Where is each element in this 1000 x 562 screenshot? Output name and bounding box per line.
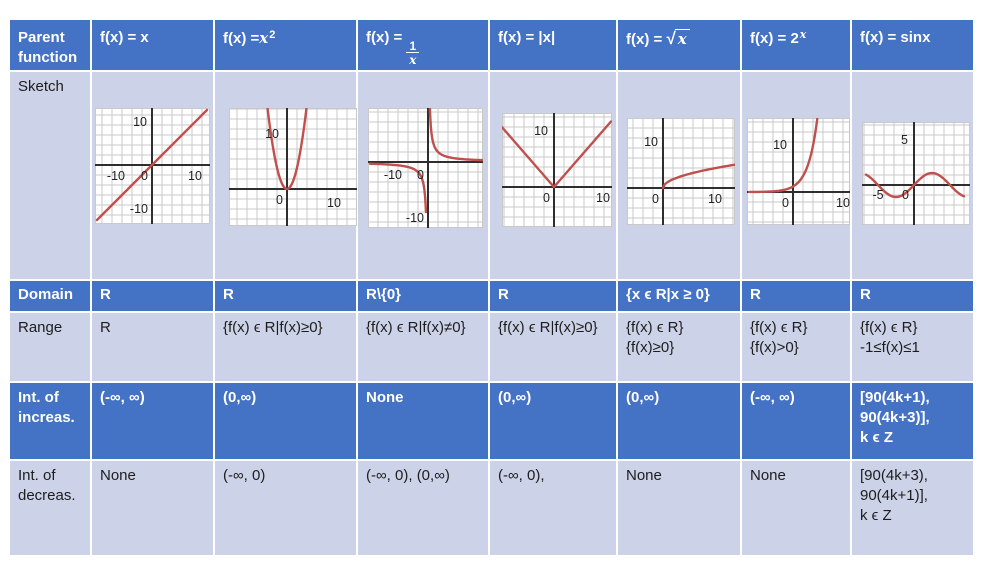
int-of-increas-cell-sqrt-x: (0,∞) — [618, 383, 740, 459]
int-of-increas-cell-x: (-∞, ∞) — [92, 383, 213, 459]
int-of-decreas-cell-abs-x: (-∞, 0), — [490, 461, 616, 555]
math-token: f(x) = — [750, 30, 791, 47]
domain-cell-sin-x: R — [852, 281, 973, 311]
row-label-int-of-decreas: Int. of decreas. — [10, 461, 90, 555]
axis-tick-label: 10 — [188, 169, 202, 183]
header-x: f(x) = x — [92, 20, 213, 70]
range-cell-one-over-x: {f(x) ϵ R|f(x)≠0} — [358, 313, 488, 381]
axis-tick-label: 10 — [708, 192, 722, 206]
axis-tick-label: -10 — [384, 168, 402, 182]
domain-cell-abs-x: R — [490, 281, 616, 311]
axis-tick-label: 0 — [782, 196, 789, 210]
header-sqrt-x: f(x) = √ x — [618, 20, 740, 70]
sketch-graph-x: 10 -10 0 10 -10 — [95, 108, 210, 224]
sketch-cell-x: 10 -10 0 10 -10 — [92, 72, 213, 279]
axis-tick-label: 0 — [652, 192, 659, 206]
int-of-decreas-cell-x-squared: (-∞, 0) — [215, 461, 356, 555]
int-of-decreas-cell-two-to-x: None — [742, 461, 850, 555]
math-token: f(x) = — [223, 30, 260, 47]
math-token: 2 — [790, 30, 799, 47]
axis-tick-label: -10 — [406, 211, 424, 225]
sketch-cell-one-over-x: -10 0 -10 — [358, 72, 488, 279]
header-one-over-x: f(x) = 1 x — [358, 20, 488, 70]
axis-tick-label: 0 — [543, 191, 550, 205]
axis-tick-label: 10 — [596, 191, 610, 205]
math-token: 1 — [409, 39, 417, 53]
header-abs-x: f(x) = |x| — [490, 20, 616, 70]
axis-tick-label: 0 — [902, 188, 909, 202]
range-cell-sin-x: {f(x) ϵ R} -1≤f(x)≤1 — [852, 313, 973, 381]
math-token: f(x) = sinx — [860, 29, 931, 46]
math-token: f(x) = — [366, 29, 403, 46]
axis-tick-label: 0 — [417, 168, 424, 182]
int-of-decreas-cell-x: None — [92, 461, 213, 555]
axis-tick-label: 5 — [901, 133, 908, 147]
axis-tick-label: 10 — [327, 196, 341, 210]
range-cell-x: R — [92, 313, 213, 381]
math-token: f(x) = x — [100, 29, 149, 46]
range-cell-abs-x: {f(x) ϵ R|f(x)≥0} — [490, 313, 616, 381]
axis-tick-label: 10 — [133, 115, 147, 129]
axis-tick-label: 10 — [265, 127, 279, 141]
int-of-increas-cell-one-over-x: None — [358, 383, 488, 459]
int-of-decreas-cell-sin-x: [90(4k+3), 90(4k+1)], k ϵ Z — [852, 461, 973, 555]
math-token: x — [259, 29, 269, 47]
range-cell-x-squared: {f(x) ϵ R|f(x)≥0} — [215, 313, 356, 381]
range-cell-sqrt-x: {f(x) ϵ R} {f(x)≥0} — [618, 313, 740, 381]
sketch-graph-two-to-x: 10 0 10 — [747, 118, 850, 225]
int-of-increas-cell-two-to-x: (-∞, ∞) — [742, 383, 850, 459]
header-two-to-x: f(x) = 2x — [742, 20, 850, 70]
row-label-domain: Domain — [10, 281, 90, 311]
domain-cell-sqrt-x: {x ϵ R|x ≥ 0} — [618, 281, 740, 311]
axis-tick-label: 10 — [644, 135, 658, 149]
sketch-graph-sin-x: 5 -5 0 — [862, 122, 970, 225]
axis-tick-label: 10 — [836, 196, 850, 210]
int-of-increas-cell-x-squared: (0,∞) — [215, 383, 356, 459]
row-label-sketch: Sketch — [10, 72, 90, 279]
math-token: x — [799, 28, 807, 41]
parent-functions-table: Parent function f(x) = x f(x) =x2 f(x) = 1 x f… — [10, 20, 973, 555]
math-token: f(x) = — [626, 31, 667, 48]
sketch-cell-sqrt-x: 10 0 10 — [618, 72, 740, 279]
domain-cell-x-squared: R — [215, 281, 356, 311]
axis-tick-label: 10 — [534, 124, 548, 138]
axis-tick-label: 0 — [276, 193, 283, 207]
axis-tick-label: -10 — [130, 202, 148, 216]
sketch-cell-sin-x: 5 -5 0 — [852, 72, 973, 279]
math-token: √ — [666, 29, 676, 48]
int-of-increas-cell-sin-x: [90(4k+1), 90(4k+3)], k ϵ Z — [852, 383, 973, 459]
math-token: f(x) = |x| — [498, 29, 556, 46]
axis-tick-label: -5 — [872, 188, 883, 202]
sketch-graph-one-over-x: -10 0 -10 — [368, 108, 483, 228]
row-label-int-of-increas: Int. of increas. — [10, 383, 90, 459]
math-token: x — [406, 52, 420, 66]
sketch-cell-x-squared: 10 0 10 — [215, 72, 357, 279]
sketch-cell-two-to-x: 10 0 10 — [742, 72, 850, 279]
sketch-graph-sqrt-x: 10 0 10 — [627, 118, 735, 225]
header-x-squared: f(x) =x2 — [215, 20, 356, 70]
sketch-graph-x-squared: 10 0 10 — [229, 108, 357, 226]
domain-cell-x: R — [92, 281, 213, 311]
int-of-decreas-cell-sqrt-x: None — [618, 461, 740, 555]
axis-tick-label: 0 — [141, 169, 148, 183]
header-parent-function: Parent function — [10, 20, 90, 70]
sketch-cell-abs-x: 10 0 10 — [490, 72, 616, 279]
axis-tick-label: 10 — [773, 138, 787, 152]
sketch-graph-abs-x: 10 0 10 — [502, 113, 612, 227]
axis-tick-label: -10 — [107, 169, 125, 183]
header-sin-x: f(x) = sinx — [852, 20, 973, 70]
row-label-range: Range — [10, 313, 90, 381]
math-token: 2 — [269, 29, 276, 41]
range-cell-two-to-x: {f(x) ϵ R} {f(x)>0} — [742, 313, 850, 381]
math-token: x — [674, 29, 690, 48]
int-of-decreas-cell-one-over-x: (-∞, 0), (0,∞) — [358, 461, 488, 555]
int-of-increas-cell-abs-x: (0,∞) — [490, 383, 616, 459]
domain-cell-two-to-x: R — [742, 281, 850, 311]
domain-cell-one-over-x: R\{0} — [358, 281, 488, 311]
